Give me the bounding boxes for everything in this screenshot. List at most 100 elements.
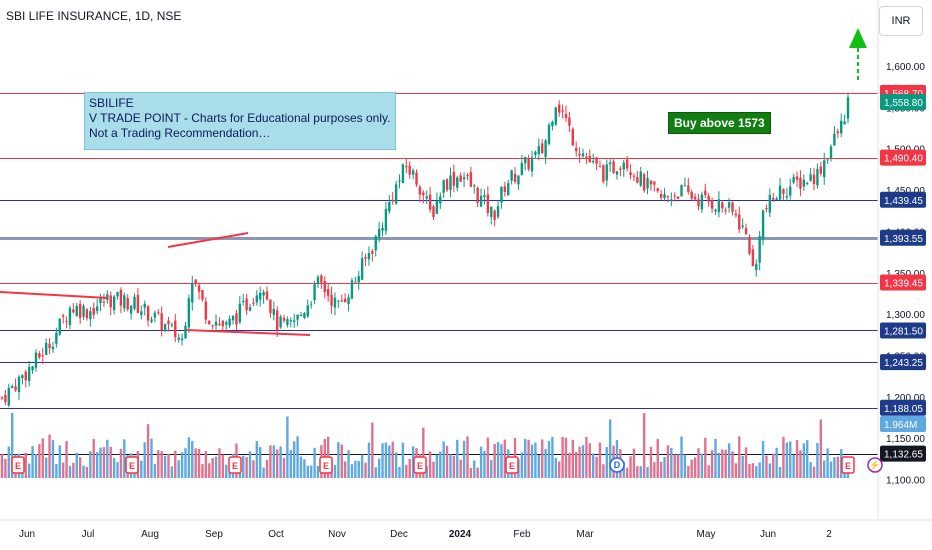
x-tick-label: Jul: [82, 529, 95, 540]
candle-body: [493, 210, 496, 220]
volume-bar: [41, 438, 44, 478]
y-tick-label: 1,350.00: [886, 269, 925, 280]
candle-body: [245, 298, 248, 311]
volume-bar: [58, 445, 61, 478]
volume-bar: [571, 439, 574, 478]
volume-bar: [700, 453, 704, 478]
y-tick-label: 1,150.00: [886, 434, 925, 445]
candle-body: [58, 318, 61, 335]
candle-body: [435, 200, 439, 214]
volume-bar: [411, 446, 415, 478]
candle-body: [160, 313, 163, 331]
price-label-text: 1,490.40: [884, 154, 923, 165]
volume-bar: [48, 434, 51, 478]
volume-bar: [554, 457, 558, 478]
volume-bar: [170, 466, 174, 478]
volume-bar: [462, 440, 466, 478]
candle-body: [541, 143, 544, 154]
price-label-text: 1,439.45: [884, 196, 923, 207]
volume-bar: [693, 457, 697, 478]
volume-bar: [656, 438, 659, 478]
volume-bar: [785, 442, 789, 478]
volume-bar: [123, 439, 126, 478]
trend-line: [167, 232, 249, 248]
candle-body: [574, 147, 578, 152]
price-label: 1,339.45: [880, 274, 926, 291]
candle-body: [425, 196, 428, 199]
volume-bar: [364, 462, 367, 478]
volume-bar: [174, 450, 177, 478]
trend-line: [185, 329, 311, 336]
candle-body: [27, 367, 31, 382]
volume-bar: [823, 460, 826, 478]
candle-body: [177, 337, 180, 340]
volume-bar: [775, 447, 778, 478]
candle-body: [231, 315, 235, 321]
candle-body: [646, 178, 649, 189]
candle-body: [456, 177, 459, 188]
volume-bar: [405, 464, 408, 478]
x-tick-label: Feb: [513, 529, 531, 540]
candle-body: [534, 151, 537, 155]
volume-bar: [541, 439, 544, 478]
volume-bar: [333, 464, 337, 478]
candle-body: [343, 298, 347, 303]
volume-bar: [469, 467, 473, 478]
chart-title: SBI LIFE INSURANCE, 1D, NSE: [6, 9, 182, 23]
candle-body: [248, 307, 252, 311]
volume-bar: [143, 442, 146, 478]
volume-bar: [802, 443, 806, 478]
candle-body: [602, 165, 605, 182]
candle-body: [469, 172, 473, 187]
volume-bar: [432, 461, 435, 478]
price-label-box: [880, 94, 926, 110]
candle-body: [123, 295, 126, 309]
volume-bar: [761, 441, 765, 478]
candle-body: [367, 253, 371, 260]
candle-body: [276, 310, 279, 331]
candle-body: [479, 195, 483, 207]
candle-body: [724, 210, 727, 212]
candle-body: [537, 146, 541, 155]
candle-body: [323, 281, 326, 293]
event-marker: E: [319, 456, 333, 474]
volume-bar: [840, 449, 843, 478]
volume-bar: [150, 438, 153, 478]
volume-bar: [102, 447, 106, 478]
candle-body: [194, 279, 197, 285]
volume-bar: [360, 454, 364, 478]
candle-body: [265, 291, 269, 300]
volume-bar: [269, 445, 272, 478]
event-marker: E: [228, 456, 242, 474]
volume-bar: [343, 461, 347, 478]
volume-bar: [7, 446, 10, 478]
volume-bar: [85, 467, 89, 478]
volume-bar: [157, 450, 160, 478]
volume-bar: [187, 437, 191, 478]
candle-body: [585, 156, 588, 158]
volume-bar: [558, 461, 561, 478]
candle-body: [629, 172, 632, 176]
volume-bar: [95, 452, 99, 478]
trend-line: [0, 291, 109, 299]
volume-bar: [201, 464, 204, 478]
candle-body: [184, 325, 187, 339]
candle-body: [656, 188, 659, 192]
candle-body: [405, 166, 408, 168]
volume-bar: [354, 460, 357, 478]
currency-button[interactable]: INR: [879, 6, 923, 36]
volume-bar: [649, 446, 653, 478]
candle-body: [136, 294, 140, 314]
volume-bar: [191, 440, 194, 478]
y-tick-label: 1,450.00: [886, 186, 925, 197]
candle-body: [197, 285, 201, 292]
x-tick-label: Aug: [141, 529, 159, 540]
candle-body: [354, 281, 357, 283]
candle-body: [150, 319, 153, 322]
candle-body: [683, 185, 687, 187]
volume-bar: [598, 442, 602, 478]
candle-body: [163, 324, 167, 332]
candle-body: [789, 186, 792, 196]
candle-body: [734, 213, 738, 216]
